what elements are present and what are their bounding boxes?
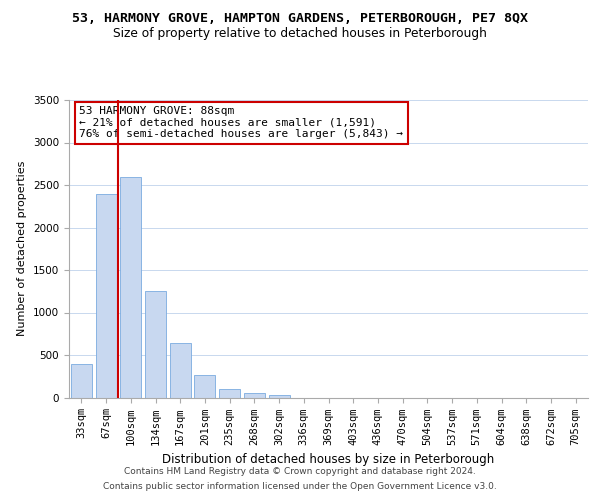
Bar: [244, 393, 265, 398]
X-axis label: Distribution of detached houses by size in Peterborough: Distribution of detached houses by size …: [163, 453, 494, 466]
Bar: [145, 291, 166, 398]
Bar: [120, 176, 141, 398]
Text: 53, HARMONY GROVE, HAMPTON GARDENS, PETERBOROUGH, PE7 8QX: 53, HARMONY GROVE, HAMPTON GARDENS, PETE…: [72, 12, 528, 26]
Text: Size of property relative to detached houses in Peterborough: Size of property relative to detached ho…: [113, 28, 487, 40]
Bar: [219, 389, 240, 398]
Bar: [194, 376, 215, 398]
Bar: [71, 364, 92, 398]
Bar: [170, 343, 191, 398]
Text: Contains public sector information licensed under the Open Government Licence v3: Contains public sector information licen…: [103, 482, 497, 491]
Bar: [269, 395, 290, 398]
Text: 53 HARMONY GROVE: 88sqm
← 21% of detached houses are smaller (1,591)
76% of semi: 53 HARMONY GROVE: 88sqm ← 21% of detache…: [79, 106, 403, 139]
Y-axis label: Number of detached properties: Number of detached properties: [17, 161, 28, 336]
Bar: [95, 194, 116, 398]
Text: Contains HM Land Registry data © Crown copyright and database right 2024.: Contains HM Land Registry data © Crown c…: [124, 467, 476, 476]
